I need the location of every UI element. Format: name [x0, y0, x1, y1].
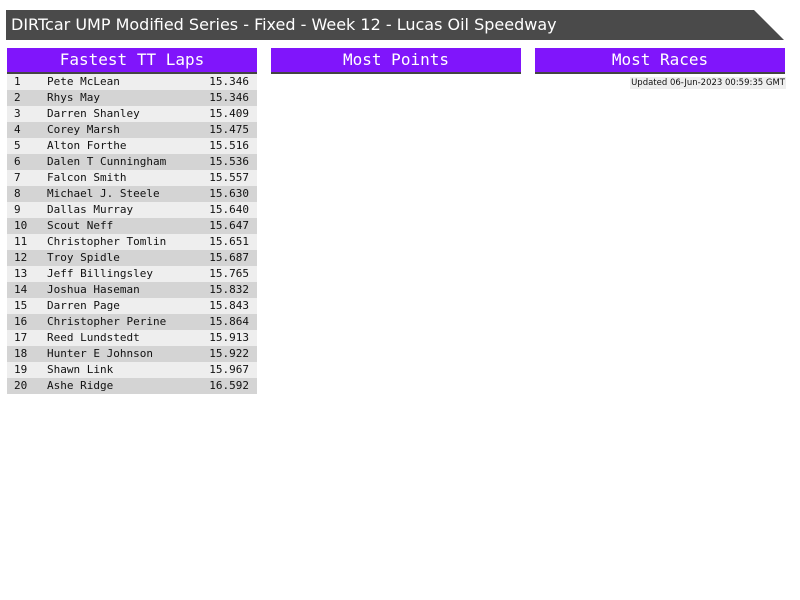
table-row: 18 Hunter E Johnson 15.922	[7, 346, 257, 362]
lap-time: 15.475	[209, 123, 249, 136]
table-row: 17 Reed Lundstedt 15.913	[7, 330, 257, 346]
driver-name: Ashe Ridge	[47, 379, 114, 392]
rank-cell: 20	[14, 379, 28, 392]
table-row: 6 Dalen T Cunningham 15.536	[7, 154, 257, 170]
lap-time: 15.864	[209, 315, 249, 328]
driver-name: Reed Lundstedt	[47, 331, 140, 344]
most-races-header: Most Races	[535, 48, 785, 74]
rank-cell: 11	[14, 235, 28, 248]
fastest-laps-header: Fastest TT Laps	[7, 48, 257, 74]
driver-name: Rhys May	[47, 91, 100, 104]
driver-name: Shawn Link	[47, 363, 114, 376]
lap-time: 15.557	[209, 171, 249, 184]
driver-name: Darren Page	[47, 299, 120, 312]
rank-cell: 17	[14, 331, 28, 344]
driver-name: Christopher Perine	[47, 315, 167, 328]
table-row: 19 Shawn Link 15.967	[7, 362, 257, 378]
rank-cell: 7	[14, 171, 21, 184]
table-row: 15 Darren Page 15.843	[7, 298, 257, 314]
driver-name: Joshua Haseman	[47, 283, 140, 296]
rank-cell: 12	[14, 251, 28, 264]
table-row: 8 Michael J. Steele 15.630	[7, 186, 257, 202]
fastest-laps-list: 1 Pete McLean 15.346 2 Rhys May 15.346 3 Darren…	[7, 74, 257, 394]
lap-time: 15.409	[209, 107, 249, 120]
driver-name: Jeff Billingsley	[47, 267, 153, 280]
table-row: 16 Christopher Perine 15.864	[7, 314, 257, 330]
driver-name: Dallas Murray	[47, 203, 134, 216]
table-row: 14 Joshua Haseman 15.832	[7, 282, 257, 298]
lap-time: 15.913	[209, 331, 249, 344]
lap-time: 15.536	[209, 155, 249, 168]
lap-time: 15.647	[209, 219, 249, 232]
most-races-panel: Most Races	[535, 48, 785, 74]
table-row: 13 Jeff Billingsley 15.765	[7, 266, 257, 282]
table-row: 2 Rhys May 15.346	[7, 90, 257, 106]
fastest-laps-panel: Fastest TT Laps 1 Pete McLean 15.346 2 Rhys …	[7, 48, 257, 394]
table-row: 11 Christopher Tomlin 15.651	[7, 234, 257, 250]
rank-cell: 19	[14, 363, 28, 376]
rank-cell: 1	[14, 75, 21, 88]
rank-cell: 13	[14, 267, 28, 280]
lap-time: 15.687	[209, 251, 249, 264]
lap-time: 15.346	[209, 75, 249, 88]
rank-cell: 5	[14, 139, 21, 152]
table-row: 3 Darren Shanley 15.409	[7, 106, 257, 122]
lap-time: 16.592	[209, 379, 249, 392]
driver-name: Michael J. Steele	[47, 187, 160, 200]
table-row: 20 Ashe Ridge 16.592	[7, 378, 257, 394]
lap-time: 15.346	[209, 91, 249, 104]
driver-name: Corey Marsh	[47, 123, 120, 136]
rank-cell: 9	[14, 203, 21, 216]
rank-cell: 16	[14, 315, 28, 328]
lap-time: 15.516	[209, 139, 249, 152]
most-points-panel: Most Points	[271, 48, 521, 74]
most-points-header: Most Points	[271, 48, 521, 74]
driver-name: Alton Forthe	[47, 139, 127, 152]
lap-time: 15.832	[209, 283, 249, 296]
table-row: 1 Pete McLean 15.346	[7, 74, 257, 90]
rank-cell: 18	[14, 347, 28, 360]
rank-cell: 3	[14, 107, 21, 120]
page-title: DIRTcar UMP Modified Series - Fixed - We…	[6, 10, 784, 40]
rank-cell: 8	[14, 187, 21, 200]
table-row: 10 Scout Neff 15.647	[7, 218, 257, 234]
driver-name: Scout Neff	[47, 219, 114, 232]
rank-cell: 2	[14, 91, 21, 104]
updated-timestamp: Updated 06-Jun-2023 00:59:35 GMT	[630, 77, 786, 89]
rank-cell: 4	[14, 123, 21, 136]
table-row: 9 Dallas Murray 15.640	[7, 202, 257, 218]
driver-name: Hunter E Johnson	[47, 347, 153, 360]
lap-time: 15.640	[209, 203, 249, 216]
lap-time: 15.630	[209, 187, 249, 200]
rank-cell: 10	[14, 219, 28, 232]
lap-time: 15.967	[209, 363, 249, 376]
table-row: 12 Troy Spidle 15.687	[7, 250, 257, 266]
lap-time: 15.922	[209, 347, 249, 360]
driver-name: Dalen T Cunningham	[47, 155, 167, 168]
table-row: 7 Falcon Smith 15.557	[7, 170, 257, 186]
driver-name: Falcon Smith	[47, 171, 127, 184]
driver-name: Christopher Tomlin	[47, 235, 167, 248]
lap-time: 15.843	[209, 299, 249, 312]
lap-time: 15.765	[209, 267, 249, 280]
table-row: 5 Alton Forthe 15.516	[7, 138, 257, 154]
rank-cell: 15	[14, 299, 28, 312]
table-row: 4 Corey Marsh 15.475	[7, 122, 257, 138]
driver-name: Troy Spidle	[47, 251, 120, 264]
driver-name: Darren Shanley	[47, 107, 140, 120]
rank-cell: 14	[14, 283, 28, 296]
driver-name: Pete McLean	[47, 75, 120, 88]
rank-cell: 6	[14, 155, 21, 168]
lap-time: 15.651	[209, 235, 249, 248]
